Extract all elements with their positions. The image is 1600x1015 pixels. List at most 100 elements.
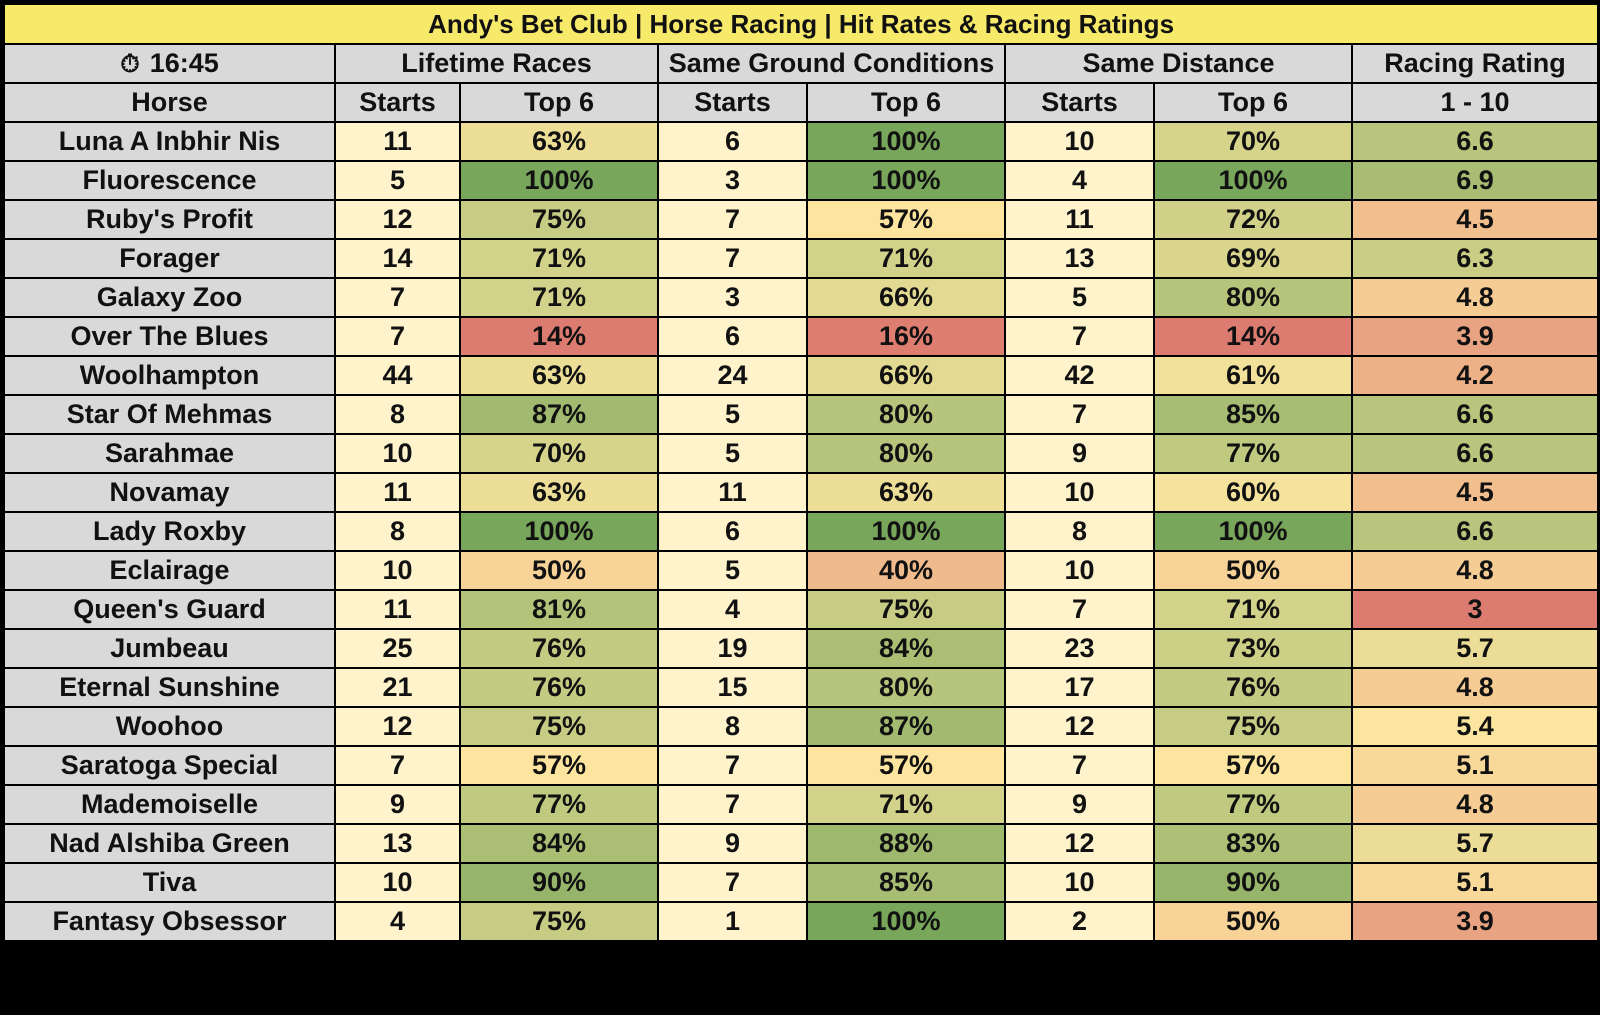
distance-starts-cell: 9 bbox=[1004, 784, 1155, 825]
table-row: Lady Roxby 8 100% 6 100% 8 100% 6.6 bbox=[3, 511, 1597, 552]
lifetime-starts-cell: 8 bbox=[334, 394, 461, 435]
lifetime-starts-cell: 7 bbox=[334, 745, 461, 786]
distance-starts-cell: 11 bbox=[1004, 199, 1155, 240]
table-row: Mademoiselle 9 77% 7 71% 9 77% 4.8 bbox=[3, 784, 1597, 825]
table-row: Galaxy Zoo 7 71% 3 66% 5 80% 4.8 bbox=[3, 277, 1597, 318]
ground-starts-cell: 9 bbox=[657, 823, 808, 864]
sheet-title: Andy's Bet Club | Horse Racing | Hit Rat… bbox=[3, 3, 1597, 45]
ground-starts-cell: 4 bbox=[657, 589, 808, 630]
ground-top6-cell: 88% bbox=[806, 823, 1006, 864]
ground-top6-cell: 71% bbox=[806, 784, 1006, 825]
lifetime-starts-cell: 10 bbox=[334, 433, 461, 474]
racing-rating-cell: 4.8 bbox=[1350, 667, 1597, 708]
column-header-distance-top6: Top 6 bbox=[1153, 82, 1353, 123]
horse-name-cell: Eternal Sunshine bbox=[3, 667, 336, 708]
lifetime-starts-cell: 25 bbox=[334, 628, 461, 669]
lifetime-top6-cell: 84% bbox=[459, 823, 659, 864]
distance-starts-cell: 8 bbox=[1004, 511, 1155, 552]
horse-name-cell: Fantasy Obsessor bbox=[3, 901, 336, 942]
lifetime-top6-cell: 70% bbox=[459, 433, 659, 474]
table-row: Fluorescence 5 100% 3 100% 4 100% 6.9 bbox=[3, 160, 1597, 201]
ground-top6-cell: 87% bbox=[806, 706, 1006, 747]
distance-starts-cell: 7 bbox=[1004, 745, 1155, 786]
lifetime-top6-cell: 75% bbox=[459, 901, 659, 942]
lifetime-starts-cell: 9 bbox=[334, 784, 461, 825]
horse-name-cell: Fluorescence bbox=[3, 160, 336, 201]
distance-top6-cell: 77% bbox=[1153, 784, 1353, 825]
lifetime-top6-cell: 63% bbox=[459, 472, 659, 513]
lifetime-starts-cell: 12 bbox=[334, 199, 461, 240]
horse-name-cell: Star Of Mehmas bbox=[3, 394, 336, 435]
group-header-same-distance: Same Distance bbox=[1004, 43, 1353, 84]
lifetime-starts-cell: 12 bbox=[334, 706, 461, 747]
distance-top6-cell: 100% bbox=[1153, 160, 1353, 201]
group-header-lifetime: Lifetime Races bbox=[334, 43, 659, 84]
lifetime-top6-cell: 63% bbox=[459, 355, 659, 396]
ground-top6-cell: 71% bbox=[806, 238, 1006, 279]
lifetime-starts-cell: 4 bbox=[334, 901, 461, 942]
table-row: Fantasy Obsessor 4 75% 1 100% 2 50% 3.9 bbox=[3, 901, 1597, 942]
ground-starts-cell: 6 bbox=[657, 121, 808, 162]
lifetime-top6-cell: 14% bbox=[459, 316, 659, 357]
horse-name-cell: Jumbeau bbox=[3, 628, 336, 669]
ground-starts-cell: 5 bbox=[657, 550, 808, 591]
ground-starts-cell: 6 bbox=[657, 316, 808, 357]
lifetime-starts-cell: 11 bbox=[334, 589, 461, 630]
distance-top6-cell: 75% bbox=[1153, 706, 1353, 747]
ground-starts-cell: 19 bbox=[657, 628, 808, 669]
lifetime-top6-cell: 50% bbox=[459, 550, 659, 591]
horse-name-cell: Woohoo bbox=[3, 706, 336, 747]
distance-top6-cell: 100% bbox=[1153, 511, 1353, 552]
distance-top6-cell: 50% bbox=[1153, 901, 1353, 942]
horse-name-cell: Forager bbox=[3, 238, 336, 279]
ground-starts-cell: 24 bbox=[657, 355, 808, 396]
table-row: Eternal Sunshine 21 76% 15 80% 17 76% 4.8 bbox=[3, 667, 1597, 708]
ground-starts-cell: 7 bbox=[657, 862, 808, 903]
distance-top6-cell: 80% bbox=[1153, 277, 1353, 318]
table-row: Woolhampton 44 63% 24 66% 42 61% 4.2 bbox=[3, 355, 1597, 396]
horse-name-cell: Nad Alshiba Green bbox=[3, 823, 336, 864]
table-row: Luna A Inbhir Nis 11 63% 6 100% 10 70% 6.6 bbox=[3, 121, 1597, 162]
lifetime-top6-cell: 90% bbox=[459, 862, 659, 903]
lifetime-top6-cell: 57% bbox=[459, 745, 659, 786]
lifetime-starts-cell: 14 bbox=[334, 238, 461, 279]
column-header-ground-top6: Top 6 bbox=[806, 82, 1006, 123]
lifetime-top6-cell: 71% bbox=[459, 238, 659, 279]
distance-starts-cell: 7 bbox=[1004, 589, 1155, 630]
racing-rating-cell: 5.4 bbox=[1350, 706, 1597, 747]
table-row: Star Of Mehmas 8 87% 5 80% 7 85% 6.6 bbox=[3, 394, 1597, 435]
ground-starts-cell: 7 bbox=[657, 238, 808, 279]
distance-top6-cell: 50% bbox=[1153, 550, 1353, 591]
lifetime-top6-cell: 100% bbox=[459, 160, 659, 201]
distance-starts-cell: 13 bbox=[1004, 238, 1155, 279]
ground-starts-cell: 15 bbox=[657, 667, 808, 708]
table-row: Forager 14 71% 7 71% 13 69% 6.3 bbox=[3, 238, 1597, 279]
ground-top6-cell: 66% bbox=[806, 277, 1006, 318]
distance-top6-cell: 72% bbox=[1153, 199, 1353, 240]
horse-name-cell: Lady Roxby bbox=[3, 511, 336, 552]
horse-name-cell: Luna A Inbhir Nis bbox=[3, 121, 336, 162]
table-row: Sarahmae 10 70% 5 80% 9 77% 6.6 bbox=[3, 433, 1597, 474]
ground-starts-cell: 3 bbox=[657, 277, 808, 318]
racing-rating-cell: 4.8 bbox=[1350, 277, 1597, 318]
horse-name-cell: Eclairage bbox=[3, 550, 336, 591]
lifetime-starts-cell: 5 bbox=[334, 160, 461, 201]
ground-top6-cell: 100% bbox=[806, 901, 1006, 942]
column-header-distance-starts: Starts bbox=[1004, 82, 1155, 123]
distance-starts-cell: 4 bbox=[1004, 160, 1155, 201]
distance-top6-cell: 69% bbox=[1153, 238, 1353, 279]
lifetime-top6-cell: 76% bbox=[459, 667, 659, 708]
horse-name-cell: Sarahmae bbox=[3, 433, 336, 474]
distance-top6-cell: 61% bbox=[1153, 355, 1353, 396]
race-time-cell: ⏱ 16:45 bbox=[3, 43, 336, 84]
distance-top6-cell: 83% bbox=[1153, 823, 1353, 864]
distance-starts-cell: 10 bbox=[1004, 472, 1155, 513]
distance-top6-cell: 77% bbox=[1153, 433, 1353, 474]
lifetime-starts-cell: 8 bbox=[334, 511, 461, 552]
distance-starts-cell: 12 bbox=[1004, 823, 1155, 864]
racing-rating-cell: 5.1 bbox=[1350, 862, 1597, 903]
ground-top6-cell: 84% bbox=[806, 628, 1006, 669]
distance-starts-cell: 10 bbox=[1004, 550, 1155, 591]
ground-starts-cell: 5 bbox=[657, 433, 808, 474]
table-row: Saratoga Special 7 57% 7 57% 7 57% 5.1 bbox=[3, 745, 1597, 786]
